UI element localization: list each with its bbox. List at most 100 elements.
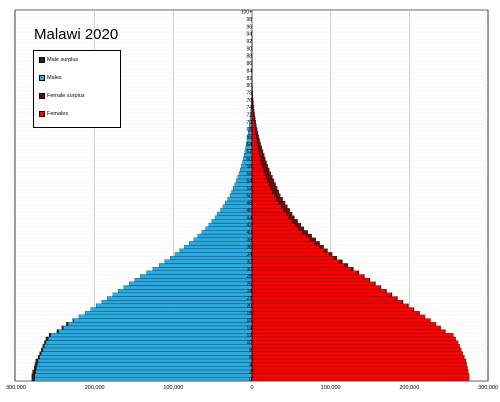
bar-male bbox=[50, 333, 253, 338]
age-tick-label: 48 bbox=[246, 201, 252, 207]
age-tick-label: 18 bbox=[246, 311, 252, 317]
bar-female bbox=[251, 255, 334, 260]
bar-male bbox=[174, 252, 253, 257]
bar-male bbox=[78, 314, 253, 319]
bar-male-surplus bbox=[31, 373, 36, 378]
age-tick-label: 16 bbox=[246, 318, 252, 324]
bar-female bbox=[251, 171, 266, 176]
bar-female bbox=[251, 263, 345, 268]
bar-male-surplus bbox=[48, 333, 51, 338]
age-tick-label: 30 bbox=[246, 267, 252, 273]
bar-male bbox=[48, 336, 253, 341]
bar-male bbox=[146, 270, 253, 275]
bar-female bbox=[251, 138, 258, 143]
bar-male bbox=[37, 362, 253, 367]
age-tick-label: 78 bbox=[246, 90, 252, 96]
bar-male-surplus bbox=[61, 325, 64, 330]
bar-female-surplus bbox=[263, 167, 270, 172]
bar-female bbox=[251, 252, 330, 257]
bar-male bbox=[34, 373, 253, 378]
bar-female-surplus bbox=[276, 197, 283, 202]
bar-male-surplus bbox=[32, 369, 36, 374]
bar-male-surplus bbox=[45, 336, 49, 341]
bar-male-surplus bbox=[72, 318, 74, 323]
legend-item-female-surplus: Female surplus bbox=[39, 93, 85, 103]
age-tick-label: 50 bbox=[246, 193, 252, 199]
bar-male bbox=[140, 274, 253, 279]
bar-female bbox=[251, 123, 255, 128]
bar-female bbox=[251, 211, 287, 216]
bar-female-surplus bbox=[252, 98, 254, 102]
bar-female-surplus bbox=[257, 142, 261, 147]
age-tick-label: 38 bbox=[246, 237, 252, 243]
bar-female bbox=[251, 366, 468, 371]
x-tick-label: 100,000 bbox=[321, 385, 341, 391]
bar-male bbox=[36, 366, 253, 371]
legend-item-males: Males bbox=[39, 75, 62, 85]
x-tick-label: 0 bbox=[250, 385, 253, 391]
bar-female-surplus bbox=[266, 175, 273, 180]
bar-male-surplus bbox=[66, 322, 69, 327]
bar-female bbox=[251, 153, 260, 158]
bar-female-surplus bbox=[286, 211, 293, 216]
bar-female bbox=[251, 244, 320, 249]
age-tick-label: 20 bbox=[246, 303, 252, 309]
bar-female bbox=[251, 369, 469, 374]
legend-swatch-male-surplus bbox=[39, 57, 45, 63]
bar-female-surplus bbox=[253, 109, 255, 113]
bar-male-surplus bbox=[35, 358, 39, 363]
legend-swatch-females bbox=[39, 111, 45, 117]
age-tick-label: 22 bbox=[246, 296, 252, 302]
bar-female bbox=[251, 318, 431, 323]
bar-female-surplus bbox=[407, 303, 409, 308]
age-tick-label: 88 bbox=[246, 54, 252, 60]
x-tick-label: 100,000 bbox=[163, 385, 183, 391]
bar-female bbox=[251, 311, 419, 316]
age-tick-label: 62 bbox=[246, 149, 252, 155]
bar-male bbox=[96, 303, 253, 308]
bar-male bbox=[90, 307, 253, 312]
bar-male bbox=[123, 285, 253, 290]
bar-male bbox=[197, 233, 253, 238]
legend-label-males: Males bbox=[47, 75, 62, 81]
bar-female bbox=[251, 278, 370, 282]
bar-female bbox=[251, 120, 255, 124]
bar-male bbox=[170, 255, 253, 260]
age-tick-label: 74 bbox=[246, 105, 252, 111]
bar-female-surplus bbox=[291, 219, 298, 224]
age-tick-label: 14 bbox=[246, 326, 252, 332]
x-tick-label: 300,000 bbox=[6, 385, 26, 391]
age-tick-label: 8 bbox=[249, 348, 252, 354]
bar-male bbox=[42, 347, 253, 352]
bar-female-surplus bbox=[306, 233, 312, 238]
bar-female bbox=[251, 233, 307, 238]
age-tick-label: 86 bbox=[246, 61, 252, 67]
bar-male bbox=[112, 292, 253, 297]
bar-female bbox=[251, 131, 256, 136]
legend-swatch-males bbox=[39, 75, 45, 81]
x-tick-label: 200,000 bbox=[85, 385, 105, 391]
bar-male bbox=[134, 278, 253, 282]
bar-female-surplus bbox=[273, 193, 281, 198]
legend-swatch-female-surplus bbox=[39, 93, 45, 99]
bar-female bbox=[251, 222, 296, 227]
bar-female bbox=[251, 219, 293, 224]
age-tick-label: 10 bbox=[246, 340, 252, 346]
bar-female-surplus bbox=[380, 285, 382, 290]
bar-male bbox=[44, 344, 253, 349]
bar-female-surplus bbox=[339, 259, 343, 264]
bar-male bbox=[118, 289, 253, 293]
bar-female-surplus bbox=[252, 101, 254, 106]
bar-male bbox=[201, 230, 253, 235]
chart-title: Malawi 2020 bbox=[34, 26, 119, 43]
bar-female-surplus bbox=[254, 123, 257, 128]
bar-female-surplus bbox=[278, 200, 286, 205]
age-tick-label: 98 bbox=[246, 17, 252, 23]
bar-female-surplus bbox=[272, 189, 279, 194]
age-tick-label: 80 bbox=[246, 83, 252, 89]
bar-female bbox=[251, 186, 272, 191]
age-tick-label: 94 bbox=[246, 32, 252, 38]
bar-male bbox=[159, 263, 253, 268]
